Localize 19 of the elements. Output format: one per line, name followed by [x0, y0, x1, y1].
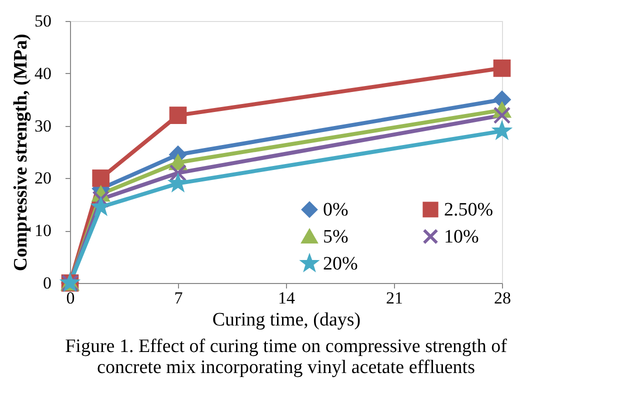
x-tick-label: 21 [386, 288, 403, 308]
y-tick-label: 50 [34, 12, 52, 30]
x-tick-label: 0 [66, 288, 75, 308]
x-tick-label: 14 [278, 288, 296, 308]
y-axis-title: Compressive strength, (MPa) [10, 34, 32, 272]
legend-label: 2.50% [444, 200, 494, 221]
y-tick-label: 40 [34, 64, 52, 83]
y-tick-label: 0 [43, 274, 52, 292]
y-tick-label: 20 [34, 168, 52, 188]
legend-label: 20% [323, 254, 358, 274]
x-axis-title: Curing time, (days) [212, 310, 361, 330]
legend-label: 10% [444, 226, 479, 248]
legend-label: 0% [323, 200, 348, 221]
x-tick-label: 28 [494, 288, 511, 308]
legend-label: 5% [323, 226, 348, 248]
y-tick-label: 10 [34, 221, 52, 240]
caption: Figure 1. Effect of curing time on compressive strength of concrete mix incorporating vinyl acetate effluents [65, 336, 508, 378]
y-tick-label: 30 [34, 116, 52, 136]
x-tick-label: 7 [174, 288, 184, 308]
